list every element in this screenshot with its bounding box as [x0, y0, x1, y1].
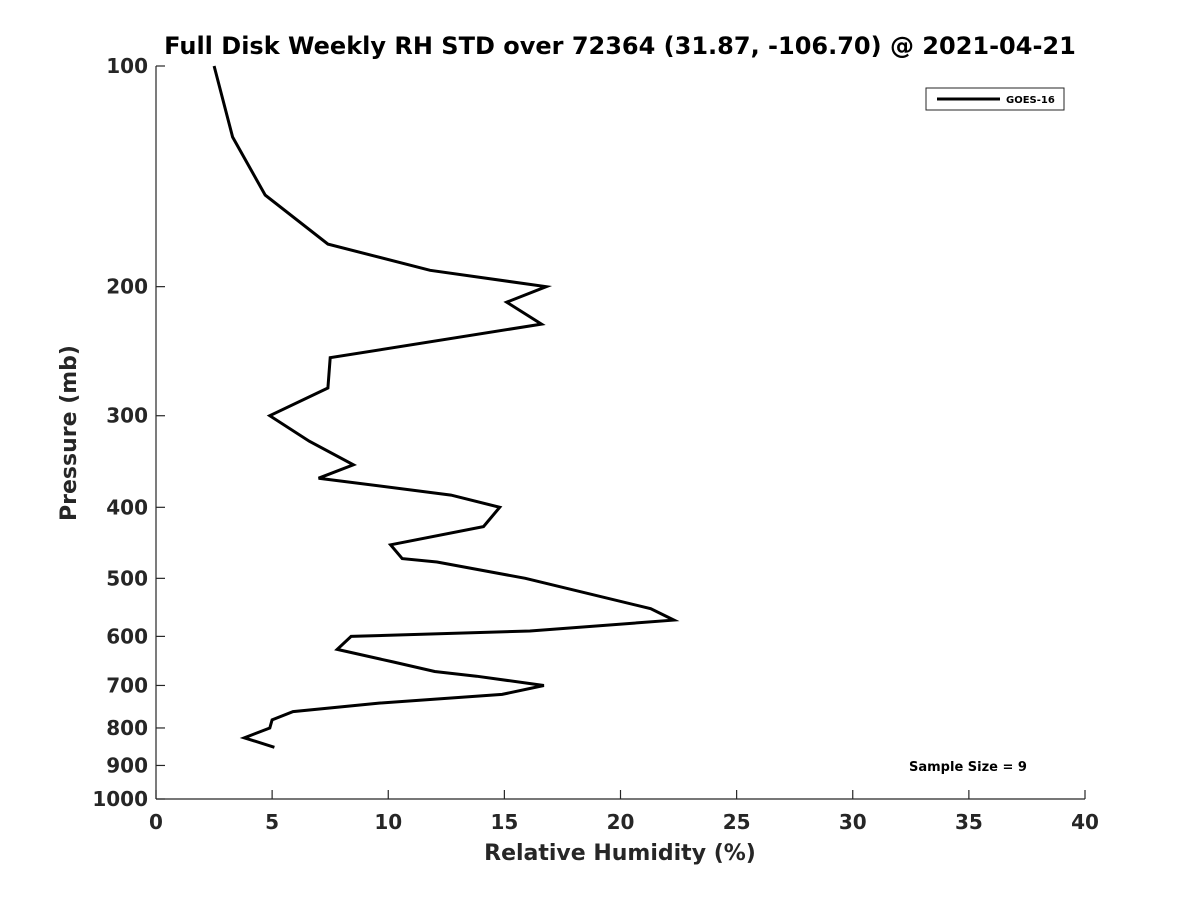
x-tick-label: 15	[490, 810, 518, 834]
x-ticks: 0 5 10 15 20 25 30 35 40	[149, 790, 1099, 834]
chart-title: Full Disk Weekly RH STD over 72364 (31.8…	[164, 32, 1076, 60]
x-tick-label: 30	[839, 810, 867, 834]
x-tick-label: 25	[723, 810, 751, 834]
series-line-goes-16	[212, 65, 680, 749]
y-tick-label: 500	[106, 566, 148, 590]
series-group	[212, 65, 680, 749]
y-tick-label: 600	[106, 624, 148, 648]
y-tick-label: 900	[106, 753, 148, 777]
y-tick-label: 100	[106, 54, 148, 78]
y-tick-label: 400	[106, 495, 148, 519]
x-tick-label: 40	[1071, 810, 1099, 834]
legend-label: GOES-16	[1006, 95, 1055, 106]
y-axis-label: Pressure (mb)	[57, 345, 82, 521]
y-ticks: 100 200 300 400 500 600 700 800 900 1000	[92, 54, 165, 811]
x-tick-label: 10	[374, 810, 402, 834]
x-tick-label: 5	[265, 810, 279, 834]
x-tick-label: 0	[149, 810, 163, 834]
x-tick-label: 35	[955, 810, 983, 834]
y-tick-label: 1000	[92, 787, 148, 811]
legend: GOES-16	[925, 87, 1065, 111]
sample-size-annotation: Sample Size = 9	[909, 760, 1027, 775]
x-axis-label: Relative Humidity (%)	[484, 841, 756, 866]
y-tick-label: 300	[106, 404, 148, 428]
y-tick-label: 200	[106, 275, 148, 299]
y-tick-label: 800	[106, 716, 148, 740]
x-tick-label: 20	[607, 810, 635, 834]
y-tick-label: 700	[106, 673, 148, 697]
